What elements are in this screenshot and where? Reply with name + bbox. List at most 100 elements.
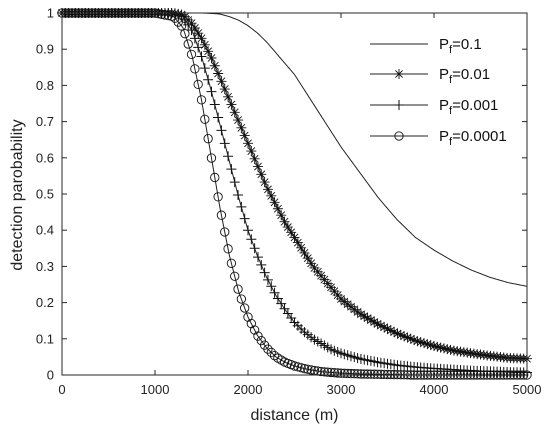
data-point xyxy=(303,364,313,374)
data-point xyxy=(346,368,356,379)
y-tick-label: 0.2 xyxy=(36,295,54,310)
y-tick-label: 1 xyxy=(47,6,54,21)
data-point xyxy=(282,222,293,233)
x-tick-label: 2000 xyxy=(234,382,263,397)
data-point xyxy=(339,368,349,378)
data-point xyxy=(259,267,270,278)
y-tick-label: 0.9 xyxy=(36,42,54,57)
data-point xyxy=(186,25,197,36)
data-point xyxy=(233,284,243,294)
data-point xyxy=(376,369,386,379)
data-point xyxy=(226,164,237,175)
y-tick-label: 0.8 xyxy=(36,78,54,93)
legend-label: Pf=0.0001 xyxy=(439,128,507,148)
data-point xyxy=(369,369,379,379)
legend: Pf=0.1 Pf=0.01 Pf=0.001 Pf=0.0001 xyxy=(370,36,507,148)
data-point xyxy=(243,225,253,236)
data-point xyxy=(342,299,353,310)
data-point xyxy=(160,10,170,20)
legend-label: Pf=0.01 xyxy=(439,66,490,86)
data-point xyxy=(223,244,233,254)
data-point xyxy=(432,341,443,352)
data-point xyxy=(249,153,260,164)
data-point xyxy=(276,298,287,309)
data-point xyxy=(286,227,297,238)
data-point xyxy=(236,294,247,304)
data-point xyxy=(209,60,220,71)
data-point xyxy=(206,52,217,63)
data-point xyxy=(302,253,313,264)
data-point xyxy=(266,347,276,358)
data-point xyxy=(229,107,240,118)
data-point xyxy=(296,242,307,253)
y-tick-label: 0.4 xyxy=(36,223,54,238)
data-point xyxy=(256,259,267,270)
data-point xyxy=(249,243,260,254)
data-point xyxy=(405,333,416,344)
data-point xyxy=(246,234,257,245)
data-point xyxy=(289,232,300,243)
legend-item: Pf=0.0001 xyxy=(370,128,507,148)
data-point xyxy=(445,344,456,355)
data-point xyxy=(216,125,227,136)
data-point xyxy=(415,337,426,348)
data-point xyxy=(206,153,217,163)
ticks-layer: 0 1000 2000 3000 4000 5000 0 0.1 0.2 0.3 0.4 0.5 0.6… xyxy=(36,6,542,398)
data-point xyxy=(362,369,373,379)
data-point xyxy=(372,318,383,329)
x-axis-label: distance (m) xyxy=(250,407,338,424)
data-point xyxy=(292,237,303,248)
data-point xyxy=(213,192,223,202)
data-point xyxy=(199,63,210,74)
data-point xyxy=(226,258,237,268)
data-point xyxy=(262,274,273,285)
data-point xyxy=(236,122,247,133)
data-point xyxy=(193,42,204,53)
data-point xyxy=(419,338,430,349)
data-point xyxy=(478,350,489,360)
data-point xyxy=(458,347,469,358)
legend-marker xyxy=(394,69,404,79)
legend-item: Pf=0.001 xyxy=(370,97,498,117)
data-point xyxy=(233,115,244,126)
data-point xyxy=(196,33,207,44)
data-point xyxy=(236,201,247,212)
data-point xyxy=(412,336,423,347)
data-point xyxy=(209,99,220,110)
data-point xyxy=(435,342,446,353)
data-point xyxy=(326,367,336,378)
data-point xyxy=(193,79,203,90)
x-tick-label: 0 xyxy=(58,382,65,397)
data-point xyxy=(233,190,244,201)
data-point xyxy=(425,340,436,351)
data-point xyxy=(266,281,277,292)
data-point xyxy=(269,287,280,298)
y-tick-label: 0 xyxy=(47,368,54,383)
y-tick-label: 0.6 xyxy=(36,150,54,165)
data-point xyxy=(293,362,303,372)
data-point xyxy=(216,210,227,220)
data-point xyxy=(366,369,376,379)
data-point xyxy=(213,68,224,79)
data-point xyxy=(299,363,310,374)
data-point xyxy=(239,213,250,224)
y-tick-label: 0.5 xyxy=(36,187,54,202)
data-point xyxy=(379,322,390,333)
data-point xyxy=(329,368,340,378)
data-point xyxy=(402,332,413,343)
data-point xyxy=(229,177,240,188)
data-point xyxy=(189,22,200,33)
data-point xyxy=(183,39,193,49)
data-point xyxy=(272,293,283,304)
y-tick-label: 0.3 xyxy=(36,259,54,274)
data-point xyxy=(306,365,316,375)
data-point xyxy=(375,320,386,331)
data-point xyxy=(223,151,234,162)
legend-item: Pf=0.1 xyxy=(370,36,482,56)
data-point xyxy=(372,369,383,379)
legend-label: Pf=0.1 xyxy=(439,36,482,56)
data-point xyxy=(279,216,290,227)
data-point xyxy=(259,177,270,188)
data-point xyxy=(163,10,173,21)
data-point xyxy=(153,8,163,19)
